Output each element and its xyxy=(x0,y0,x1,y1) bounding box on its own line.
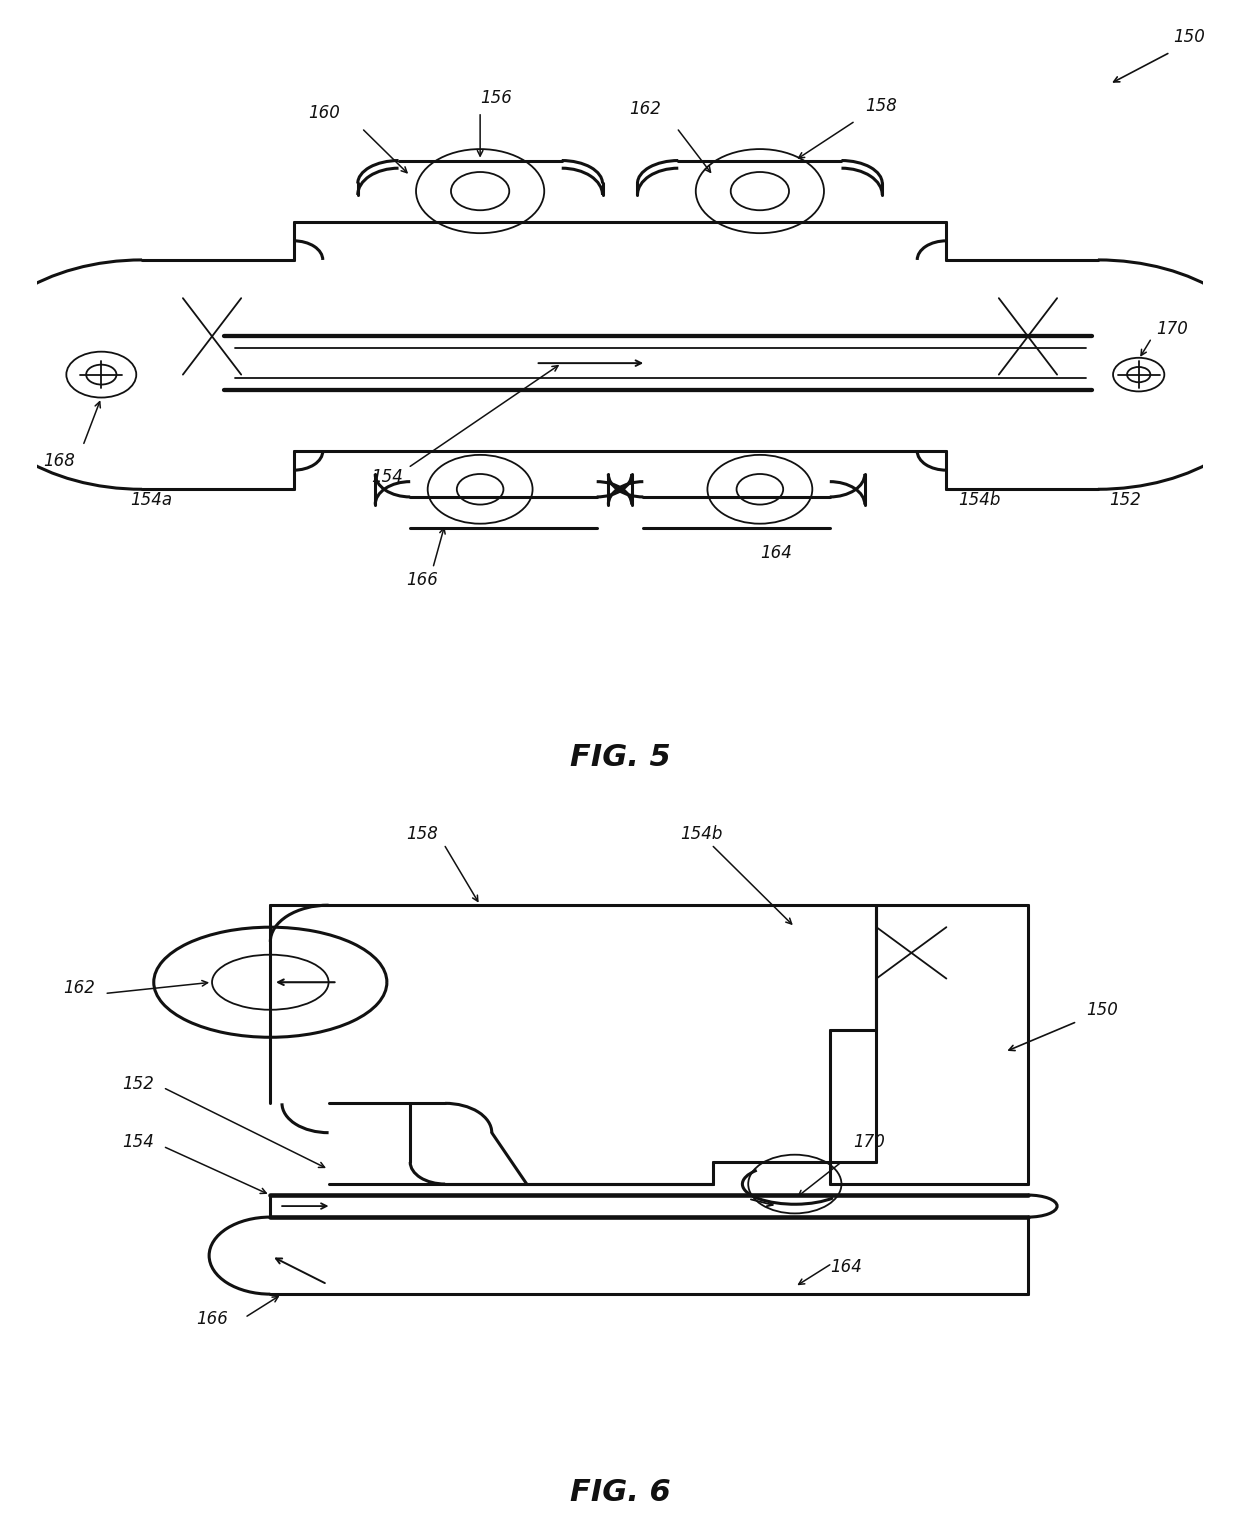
Text: 162: 162 xyxy=(629,101,661,118)
Text: 160: 160 xyxy=(309,104,340,122)
Text: FIG. 6: FIG. 6 xyxy=(569,1479,671,1508)
Text: 158: 158 xyxy=(864,96,897,115)
Text: 166: 166 xyxy=(196,1309,228,1327)
Text: 150: 150 xyxy=(1174,28,1205,46)
Text: 164: 164 xyxy=(760,544,792,563)
Text: 150: 150 xyxy=(1086,1001,1118,1020)
Text: 154: 154 xyxy=(371,468,403,486)
Text: 154b: 154b xyxy=(959,491,1001,509)
Text: 154a: 154a xyxy=(130,491,172,509)
Text: 156: 156 xyxy=(480,89,512,107)
Text: FIG. 5: FIG. 5 xyxy=(569,743,671,772)
Text: 164: 164 xyxy=(830,1258,862,1277)
Text: 152: 152 xyxy=(122,1075,154,1093)
Text: 154: 154 xyxy=(122,1133,154,1151)
Text: 170: 170 xyxy=(853,1133,885,1151)
Text: 170: 170 xyxy=(1156,320,1188,338)
Text: 154b: 154b xyxy=(681,826,723,842)
Text: 162: 162 xyxy=(63,979,95,997)
Text: 152: 152 xyxy=(1110,491,1142,509)
Text: 166: 166 xyxy=(405,570,438,589)
Text: 168: 168 xyxy=(43,453,74,471)
Text: 158: 158 xyxy=(405,826,438,842)
